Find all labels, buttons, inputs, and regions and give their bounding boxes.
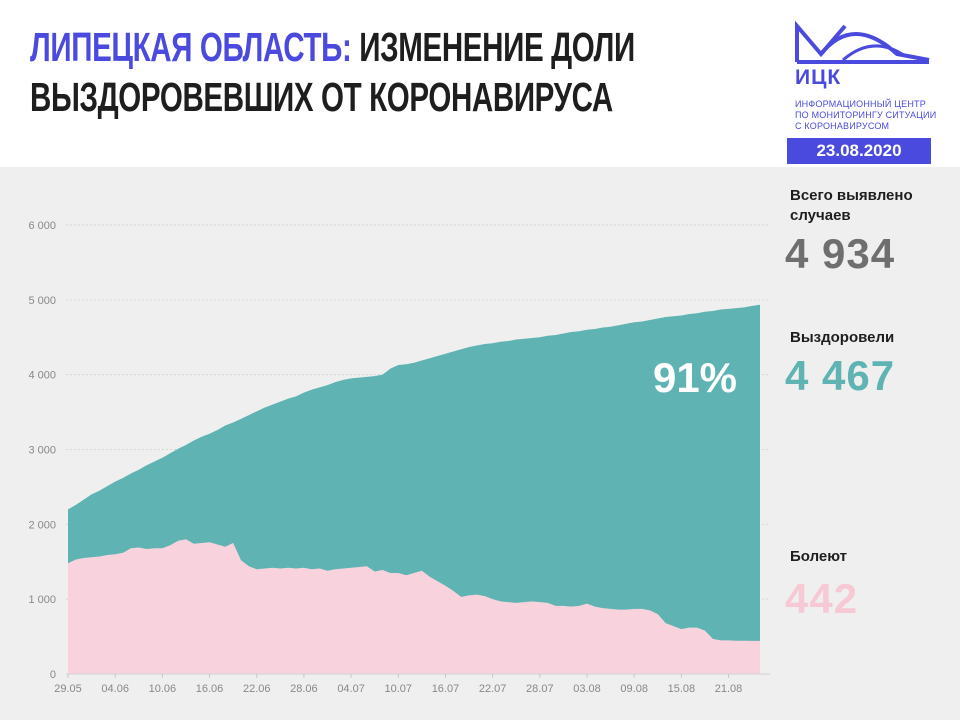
- total-cases-label: Всего выявлено случаев: [790, 186, 913, 226]
- x-tick-label: 04.06: [101, 683, 129, 695]
- y-tick-label: 4 000: [28, 370, 56, 382]
- recovered-share-label: 91%: [653, 354, 737, 401]
- y-axis-ticks: 0 1 000 2 000 3 000 4 000 5 000 6 000: [28, 220, 56, 681]
- x-tick-label: 28.07: [526, 683, 554, 695]
- y-tick-label: 0: [50, 669, 56, 681]
- header: Липецкая область: изменение доли выздоро…: [0, 0, 960, 167]
- recovered-label: Выздоровели: [790, 329, 895, 346]
- title-region: Липецкая область:: [30, 24, 352, 70]
- y-tick-label: 1 000: [28, 594, 56, 606]
- y-tick-label: 2 000: [28, 519, 56, 531]
- y-tick-label: 5 000: [28, 295, 56, 307]
- sick-area: [68, 539, 760, 674]
- logo-abbr: ИЦК: [795, 66, 842, 89]
- x-tick-label: 10.06: [149, 683, 177, 695]
- logo-subtitle: Информационный центр по мониторингу ситу…: [795, 99, 936, 132]
- x-tick-label: 21.08: [715, 683, 743, 695]
- x-tick-label: 04.07: [337, 683, 365, 695]
- sick-value: 442: [785, 575, 859, 622]
- y-tick-label: 6 000: [28, 220, 56, 232]
- y-tick-label: 3 000: [28, 445, 56, 457]
- x-tick-label: 16.07: [432, 683, 460, 695]
- x-tick-label: 10.07: [385, 683, 413, 695]
- total-cases-label-line: Всего выявлено: [790, 187, 913, 204]
- total-cases-label-line: случаев: [790, 207, 851, 224]
- sick-label: Болеют: [790, 548, 848, 565]
- x-tick-label: 22.07: [479, 683, 507, 695]
- logo-subtitle-line: с коронавирусом: [795, 121, 890, 131]
- x-tick-label: 28.06: [290, 683, 318, 695]
- title-rest: изменение доли: [359, 24, 635, 70]
- x-tick-label: 29.05: [54, 683, 82, 695]
- date-badge: 23.08.2020: [787, 138, 931, 164]
- title-line2: выздоровевших от коронавируса: [30, 74, 613, 120]
- x-tick-label: 03.08: [573, 683, 601, 695]
- page-title: Липецкая область: изменение доли выздоро…: [30, 22, 635, 122]
- logo-subtitle-line: по мониторингу ситуации: [795, 110, 937, 120]
- x-axis-ticks: 29.05 04.06 10.06 16.06 22.06 28.06 04.07 10.07…: [54, 674, 742, 695]
- logo-subtitle-line: Информационный центр: [795, 99, 926, 109]
- x-tick-label: 22.06: [243, 683, 271, 695]
- chart-areas: [68, 304, 760, 674]
- recovered-value: 4 467: [785, 352, 896, 399]
- x-tick-label: 09.08: [620, 683, 648, 695]
- total-cases-value: 4 934: [785, 230, 896, 277]
- ick-logo-icon: [795, 20, 930, 64]
- x-tick-label: 15.08: [668, 683, 696, 695]
- x-tick-label: 16.06: [196, 683, 224, 695]
